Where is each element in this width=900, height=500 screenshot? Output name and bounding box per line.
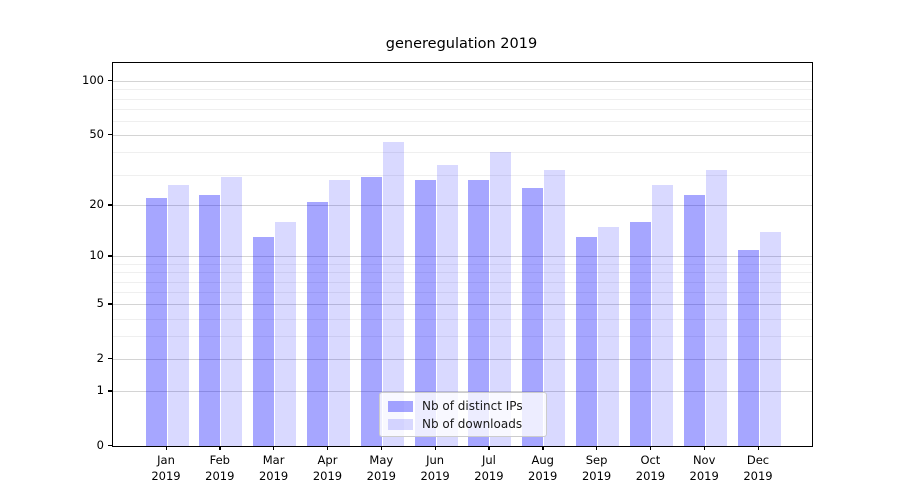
- x-tick-label-jun: Jun 2019: [420, 453, 450, 483]
- x-tick-mark: [380, 446, 383, 450]
- bar-distinct-ips-jun: [414, 179, 436, 446]
- bar-downloads-nov: [705, 169, 727, 446]
- x-tick-mark: [434, 446, 436, 450]
- y-tick-mark: [108, 134, 112, 136]
- minor-gridline: [113, 336, 812, 338]
- x-tick-mark: [219, 446, 221, 450]
- y-tick-label: 5: [96, 295, 104, 310]
- y-tick-label: 0: [96, 437, 104, 452]
- x-tick-label-oct: Oct 2019: [635, 453, 666, 483]
- x-tick-label-jan: Jan 2019: [151, 453, 181, 483]
- bar-downloads-may: [382, 141, 404, 446]
- major-gridline: [113, 391, 812, 393]
- major-gridline: [113, 81, 812, 83]
- y-tick-mark: [108, 303, 112, 305]
- bar-distinct-ips-may: [360, 177, 382, 446]
- x-tick-label-may: May 2019: [366, 453, 396, 483]
- bar-downloads-jul: [490, 152, 512, 446]
- bar-distinct-ips-aug: [522, 188, 544, 446]
- x-tick-mark: [757, 446, 759, 450]
- bar-downloads-sep: [598, 226, 620, 446]
- bar-distinct-ips-dec: [737, 249, 759, 446]
- y-tick-mark: [108, 255, 112, 257]
- bar-downloads-feb: [221, 177, 243, 446]
- legend-label: Nb of distinct IPs: [422, 399, 523, 413]
- y-tick-label: 100: [82, 72, 104, 87]
- y-tick-label: 50: [89, 126, 104, 141]
- x-tick-label-mar: Mar 2019: [258, 453, 289, 483]
- plot-area: [112, 62, 813, 447]
- y-tick-label: 20: [89, 196, 104, 211]
- bar-distinct-ips-jan: [145, 198, 167, 446]
- x-tick-label-nov: Nov 2019: [689, 453, 719, 483]
- minor-gridline: [113, 98, 812, 100]
- y-tick-mark: [108, 204, 112, 206]
- bar-distinct-ips-apr: [307, 201, 328, 446]
- bar-distinct-ips-jul: [468, 179, 490, 446]
- minor-gridline: [113, 109, 812, 110]
- x-tick-mark: [327, 446, 329, 450]
- x-tick-label-sep: Sep 2019: [581, 453, 612, 483]
- x-tick-mark: [488, 446, 490, 450]
- x-tick-mark: [165, 446, 167, 450]
- y-tick-label: 1: [96, 382, 104, 397]
- legend: Nb of distinct IPs Nb of downloads: [379, 392, 547, 437]
- bar-downloads-oct: [651, 185, 673, 446]
- x-tick-label-dec: Dec 2019: [743, 453, 773, 483]
- chart-title: generegulation 2019: [385, 36, 538, 52]
- minor-gridline: [113, 174, 812, 176]
- legend-swatch-distinct-ips: [388, 400, 413, 412]
- x-tick-label-apr: Apr 2019: [312, 453, 343, 483]
- legend-row: Nb of downloads: [388, 416, 538, 432]
- major-gridline: [113, 359, 812, 361]
- x-tick-mark: [649, 446, 652, 450]
- minor-gridline: [113, 272, 812, 274]
- x-tick-label-aug: Aug 2019: [528, 453, 558, 483]
- bar-distinct-ips-sep: [576, 237, 598, 446]
- y-tick-mark: [108, 390, 112, 392]
- bar-downloads-aug: [544, 169, 566, 446]
- y-tick-mark: [108, 445, 112, 447]
- minor-gridline: [113, 281, 812, 283]
- x-tick-mark: [273, 446, 275, 450]
- bar-downloads-jun: [436, 164, 458, 446]
- minor-gridline: [113, 121, 812, 122]
- y-tick-mark: [108, 358, 112, 360]
- y-tick-label: 10: [89, 247, 104, 262]
- bar-downloads-mar: [275, 222, 297, 446]
- y-tick-label: 2: [96, 350, 104, 365]
- x-tick-label-feb: Feb 2019: [205, 453, 235, 483]
- major-gridline: [113, 135, 812, 137]
- bar-distinct-ips-feb: [199, 194, 221, 446]
- bar-distinct-ips-mar: [253, 237, 275, 446]
- y-tick-mark: [108, 80, 112, 82]
- x-tick-mark: [703, 446, 706, 450]
- minor-gridline: [113, 152, 812, 154]
- bar-distinct-ips-nov: [683, 194, 705, 446]
- legend-label: Nb of downloads: [422, 417, 523, 431]
- minor-gridline: [113, 89, 812, 91]
- major-gridline: [113, 256, 812, 258]
- bar-distinct-ips-oct: [629, 222, 651, 446]
- minor-gridline: [113, 292, 812, 294]
- legend-row: Nb of distinct IPs: [388, 398, 538, 414]
- minor-gridline: [113, 263, 812, 265]
- bar-downloads-dec: [759, 231, 781, 446]
- x-tick-label-jul: Jul 2019: [474, 453, 504, 483]
- x-tick-mark: [542, 446, 544, 450]
- major-gridline: [113, 304, 812, 306]
- x-tick-mark: [596, 446, 598, 450]
- major-gridline: [113, 205, 812, 207]
- minor-gridline: [113, 318, 812, 320]
- bar-downloads-apr: [329, 179, 350, 446]
- bar-downloads-jan: [167, 185, 189, 446]
- legend-swatch-downloads: [388, 418, 413, 430]
